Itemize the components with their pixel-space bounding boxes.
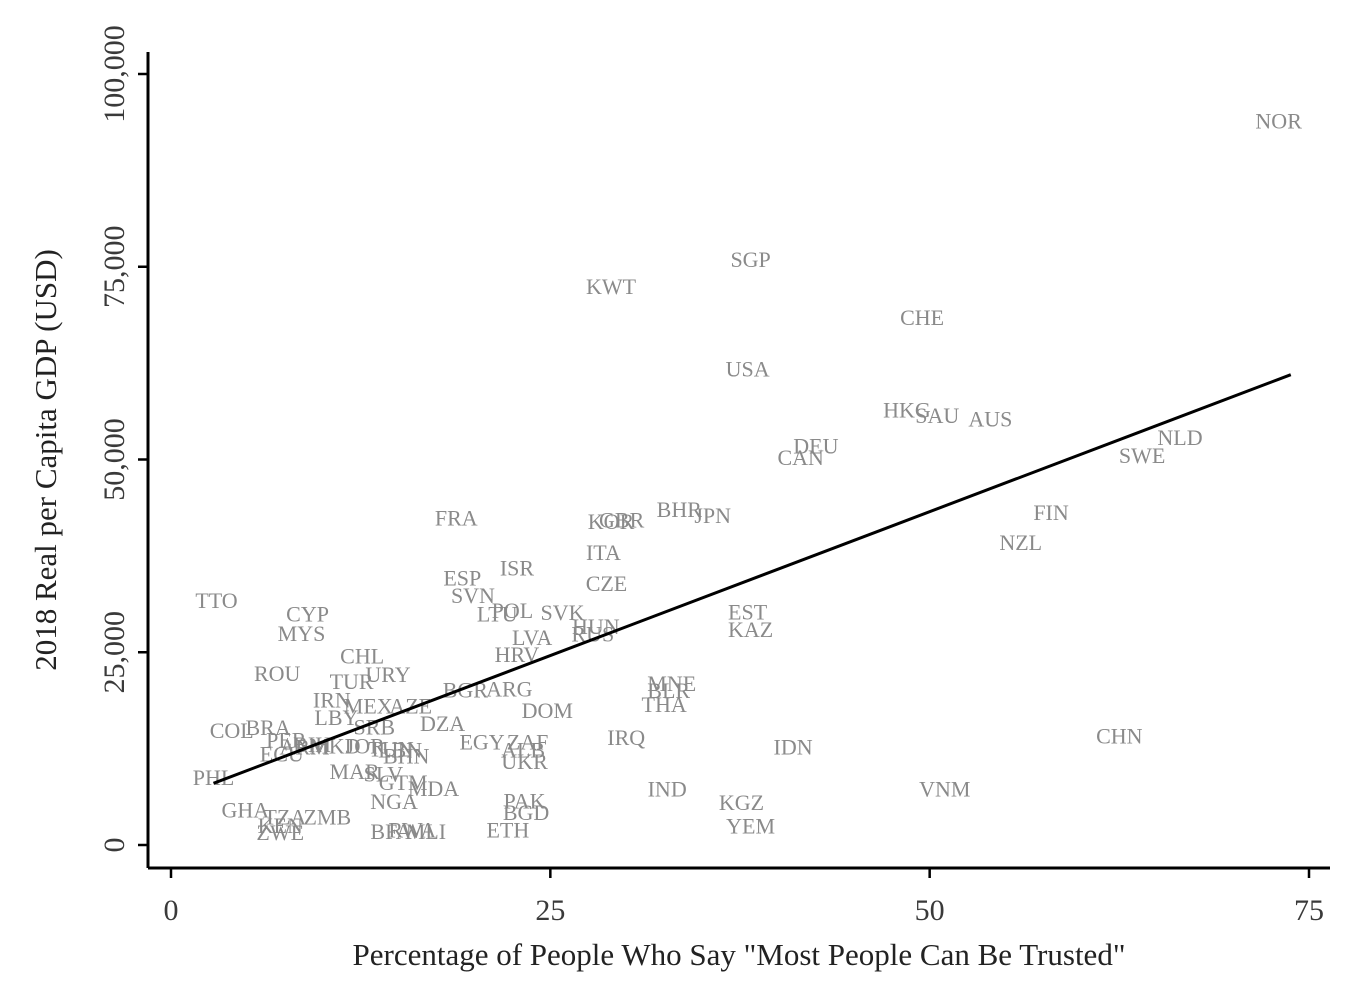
data-point-label: TUN [368, 737, 413, 762]
data-point-label: VNM [919, 777, 970, 802]
data-point-label: EGY [459, 730, 504, 755]
data-point-label: LBY [314, 705, 358, 730]
data-point-label: IDN [774, 734, 813, 759]
data-point-label: HKG [883, 397, 931, 422]
x-axis-title: Percentage of People Who Say "Most Peopl… [353, 937, 1126, 972]
data-point-label: ROU [254, 661, 301, 686]
data-point-label: IRQ [607, 725, 645, 750]
data-point-label: BLR [647, 678, 690, 703]
data-point-label: ARG [486, 676, 533, 701]
data-point-label: JPN [694, 503, 731, 528]
data-point-label: ALB [501, 737, 545, 762]
data-point-label: USA [726, 357, 770, 382]
data-point-label: YEM [726, 814, 775, 839]
data-point-label: SGP [730, 247, 770, 272]
y-tick-label: 0 [98, 838, 131, 853]
data-point-label: FIN [1033, 500, 1069, 525]
data-point-label: GBR [599, 508, 645, 533]
data-point-label: LVA [512, 625, 552, 650]
data-point-label: ITA [586, 540, 621, 565]
data-point-label: BHR [657, 497, 703, 522]
data-point-label: ESP [443, 565, 481, 590]
data-point-label: DOM [522, 698, 573, 723]
data-point-label: MNE [647, 671, 696, 696]
data-point-label: CYP [286, 602, 329, 627]
data-point-label: IND [648, 777, 687, 802]
data-point-label: JOR [346, 734, 385, 759]
data-point-label: CHL [340, 643, 384, 668]
x-tick-label: 50 [915, 894, 945, 927]
fit-line [212, 373, 1292, 785]
data-point-label: MEX [344, 693, 393, 718]
data-point-label: POL [492, 598, 534, 623]
x-ticks: 0 25 50 75 [164, 868, 1324, 927]
data-point-label: COL [210, 718, 254, 743]
data-point-label: IRN [313, 687, 351, 712]
data-point-label: FRA [435, 505, 478, 530]
data-point-label: MLI [406, 819, 446, 844]
data-point-label: MAR [330, 759, 380, 784]
data-point-label: DZA [420, 711, 465, 736]
data-point-label: MDA [408, 776, 459, 801]
y-ticks: 0 25,000 50,000 75,000 100,000 [98, 25, 148, 853]
data-point-label: BGD [503, 800, 549, 825]
data-point-label: ZAF [507, 730, 549, 755]
y-tick-label: 75,000 [98, 226, 131, 309]
x-tick-label: 75 [1294, 894, 1324, 927]
data-point-label: NLD [1157, 425, 1202, 450]
data-point-label: RWA [388, 818, 436, 843]
data-point-label: LTU [477, 602, 518, 627]
data-point-label: URY [365, 662, 410, 687]
data-point-label: GTM [379, 770, 428, 795]
data-point-label: SAU [915, 403, 959, 428]
data-point-label: KGZ [719, 790, 764, 815]
data-point-label: SWE [1119, 443, 1165, 468]
data-point-label: ZWE [256, 820, 304, 845]
y-tick-label: 50,000 [98, 418, 131, 501]
data-point-label: THA [642, 692, 687, 717]
data-point-label: SLV [364, 761, 404, 786]
data-point-label: BFA [370, 819, 411, 844]
data-point-label: LBN [378, 737, 422, 762]
data-point-label: CHE [900, 305, 944, 330]
data-point-label: NZL [999, 530, 1042, 555]
data-point-label: PAK [504, 788, 546, 813]
data-point-label: MYS [278, 621, 326, 646]
data-point-label: DEU [793, 434, 838, 459]
data-point-label: UKR [501, 749, 548, 774]
data-point-label: HUN [572, 614, 620, 639]
data-point-label: SVN [451, 583, 495, 608]
y-tick-label: 100,000 [98, 25, 131, 123]
data-point-label: CHN [1096, 724, 1143, 749]
data-point-label: BRA [245, 715, 290, 740]
data-point-label: AUS [968, 407, 1012, 432]
data-point-label: PER [266, 727, 307, 752]
x-tick-label: 0 [164, 894, 179, 927]
data-point-label: TTO [195, 588, 237, 613]
data-point-label: CZE [586, 571, 628, 596]
data-point-label: KOR [588, 509, 635, 534]
data-point-label: ETH [486, 818, 529, 843]
data-point-label: BHN [383, 744, 430, 769]
y-tick-label: 25,000 [98, 611, 131, 694]
fit-line-group [212, 373, 1292, 785]
data-point-label: TZA [263, 804, 306, 829]
x-tick-label: 25 [535, 894, 565, 927]
data-point-label: ISR [500, 555, 535, 580]
data-point-label: ZMB [303, 804, 351, 829]
data-point-label: SVK [540, 600, 584, 625]
data-point-label: GHA [222, 798, 270, 823]
data-point-label: NGA [370, 789, 418, 814]
data-point-label: TUR [330, 669, 374, 694]
data-point-label: NOR [1255, 108, 1302, 133]
data-point-label: KEN [258, 813, 303, 838]
data-point-label: CAN [777, 445, 824, 470]
data-point-label: KWT [586, 274, 637, 299]
y-axis-title: 2018 Real per Capita GDP (USD) [28, 249, 63, 671]
data-point-label: EST [728, 599, 768, 624]
data-point-label: KAZ [728, 617, 773, 642]
